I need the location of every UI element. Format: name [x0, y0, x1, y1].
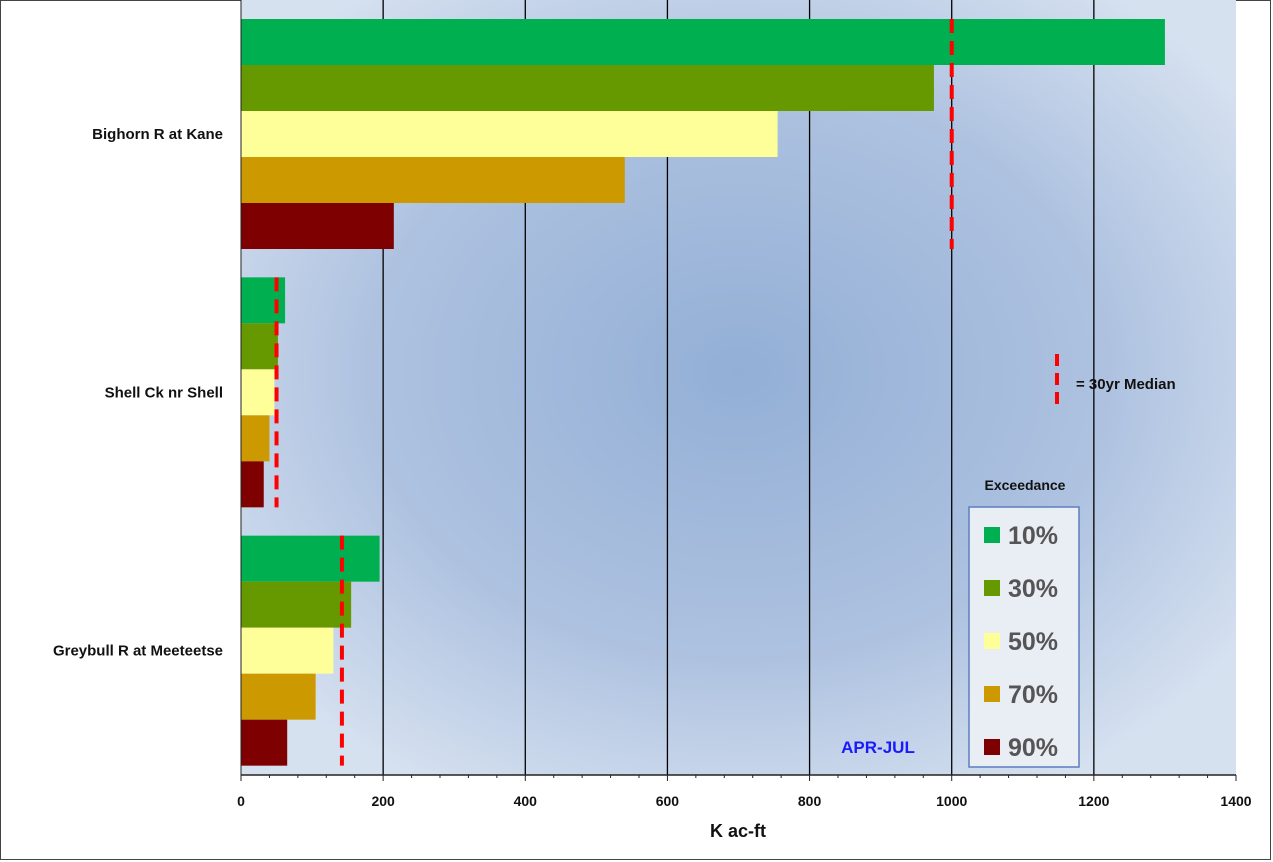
category-label: Greybull R at Meeteetse [53, 643, 223, 660]
x-tick-label: 800 [798, 793, 822, 809]
category-labels: Bighorn R at Kane Shell Ck nr Shell Greybu… [53, 126, 223, 660]
bar-70pct [241, 157, 625, 203]
legend-swatch [984, 527, 1000, 543]
x-tick-label: 0 [237, 793, 245, 809]
legend-title: Exceedance [985, 477, 1066, 493]
bar-10pct [241, 535, 380, 582]
legend-swatch [984, 686, 1000, 702]
legend-swatch [984, 739, 1000, 755]
x-tick-label: 1200 [1078, 793, 1109, 809]
legend-label: 90% [1008, 734, 1058, 762]
x-axis-title: K ac-ft [710, 821, 766, 841]
x-tick-label: 400 [514, 793, 538, 809]
x-tick-label: 200 [371, 793, 395, 809]
legend-swatch [984, 633, 1000, 649]
legend-label: 30% [1008, 575, 1058, 603]
bar-50pct [241, 111, 778, 157]
bar-90pct [241, 719, 288, 766]
legend-label: 10% [1008, 522, 1058, 550]
category-label: Bighorn R at Kane [92, 126, 223, 143]
bar-90pct [241, 203, 394, 249]
legend: 10% 30% 50% 70% 90% [984, 522, 1058, 762]
median-markers [274, 19, 954, 766]
bar-90pct [241, 461, 264, 508]
legend-swatch [984, 580, 1000, 596]
x-tick-label: 1400 [1220, 793, 1251, 809]
bar-50pct [241, 627, 334, 674]
bar-30pct [241, 65, 934, 111]
x-axis-ticks: 0 200 400 600 800 1000 1200 1400 [237, 775, 1252, 809]
bar-10pct [241, 19, 1165, 65]
bar-70pct [241, 673, 316, 720]
bar-50pct [241, 369, 275, 416]
category-label: Shell Ck nr Shell [105, 384, 223, 401]
legend-label: 50% [1008, 628, 1058, 656]
median-legend-label: = 30yr Median [1076, 376, 1176, 393]
bar-30pct [241, 581, 352, 628]
bars [241, 19, 1165, 766]
bar-30pct [241, 323, 278, 370]
bar-70pct [241, 415, 270, 462]
x-tick-label: 600 [656, 793, 680, 809]
x-tick-label: 1000 [936, 793, 967, 809]
legend-label: 70% [1008, 681, 1058, 709]
season-annotation: APR-JUL [841, 738, 915, 757]
